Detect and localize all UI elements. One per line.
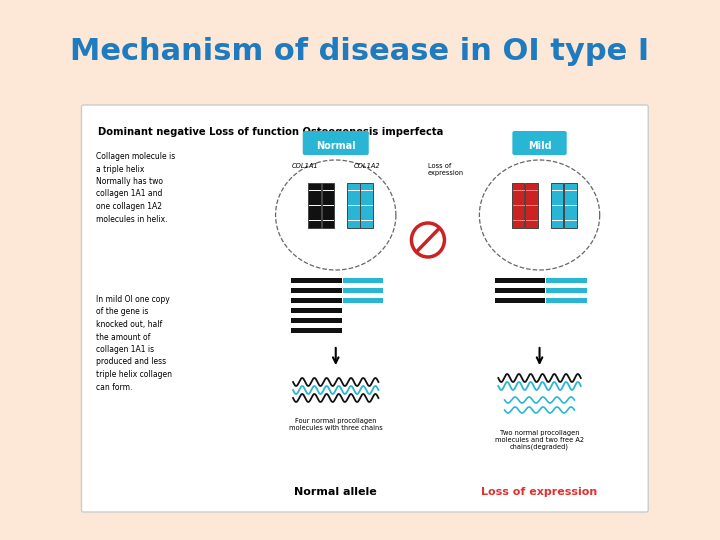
Bar [291,278,341,283]
Text: Dominant negative Loss of function Osteogenesis imperfecta: Dominant negative Loss of function Osteo… [98,127,444,137]
Bar [343,288,383,293]
Bar [291,288,341,293]
Bar [291,298,341,303]
Text: Collagen molecule is
a triple helix
Normally has two
collagen 1A1 and
one collag: Collagen molecule is a triple helix Norm… [96,152,175,224]
Bar [546,298,587,303]
Bar [291,328,341,333]
Bar [546,288,587,293]
Text: Mechanism of disease in OI type I: Mechanism of disease in OI type I [71,37,649,66]
Text: Loss of expression: Loss of expression [482,487,598,497]
FancyBboxPatch shape [513,131,567,155]
Text: Loss of
expression: Loss of expression [428,163,464,176]
Text: COL1A2: COL1A2 [354,163,380,169]
FancyBboxPatch shape [302,131,369,155]
FancyBboxPatch shape [81,105,648,512]
Bar [495,288,545,293]
Bar [291,308,341,313]
Text: Two normal procollagen
molecules and two free A2
chains(degraded): Two normal procollagen molecules and two… [495,430,584,450]
Bar [551,183,563,227]
Bar [495,298,545,303]
Bar [343,278,383,283]
Bar [347,183,359,227]
Bar [343,298,383,303]
Text: Normal allele: Normal allele [294,487,377,497]
Text: COL1A1: COL1A1 [292,163,318,169]
Text: Normal: Normal [316,141,356,151]
Bar [322,183,334,227]
Text: In mild OI one copy
of the gene is
knocked out, half
the amount of
collagen 1A1 : In mild OI one copy of the gene is knock… [96,295,172,392]
Bar [526,183,538,227]
Bar [495,278,545,283]
Bar [308,183,320,227]
Text: Mild: Mild [528,141,552,151]
Bar [564,183,577,227]
Bar [546,278,587,283]
Text: Four normal procollagen
molecules with three chains: Four normal procollagen molecules with t… [289,418,382,431]
Bar [291,318,341,323]
Circle shape [411,223,444,257]
Bar [361,183,373,227]
Bar [512,183,524,227]
